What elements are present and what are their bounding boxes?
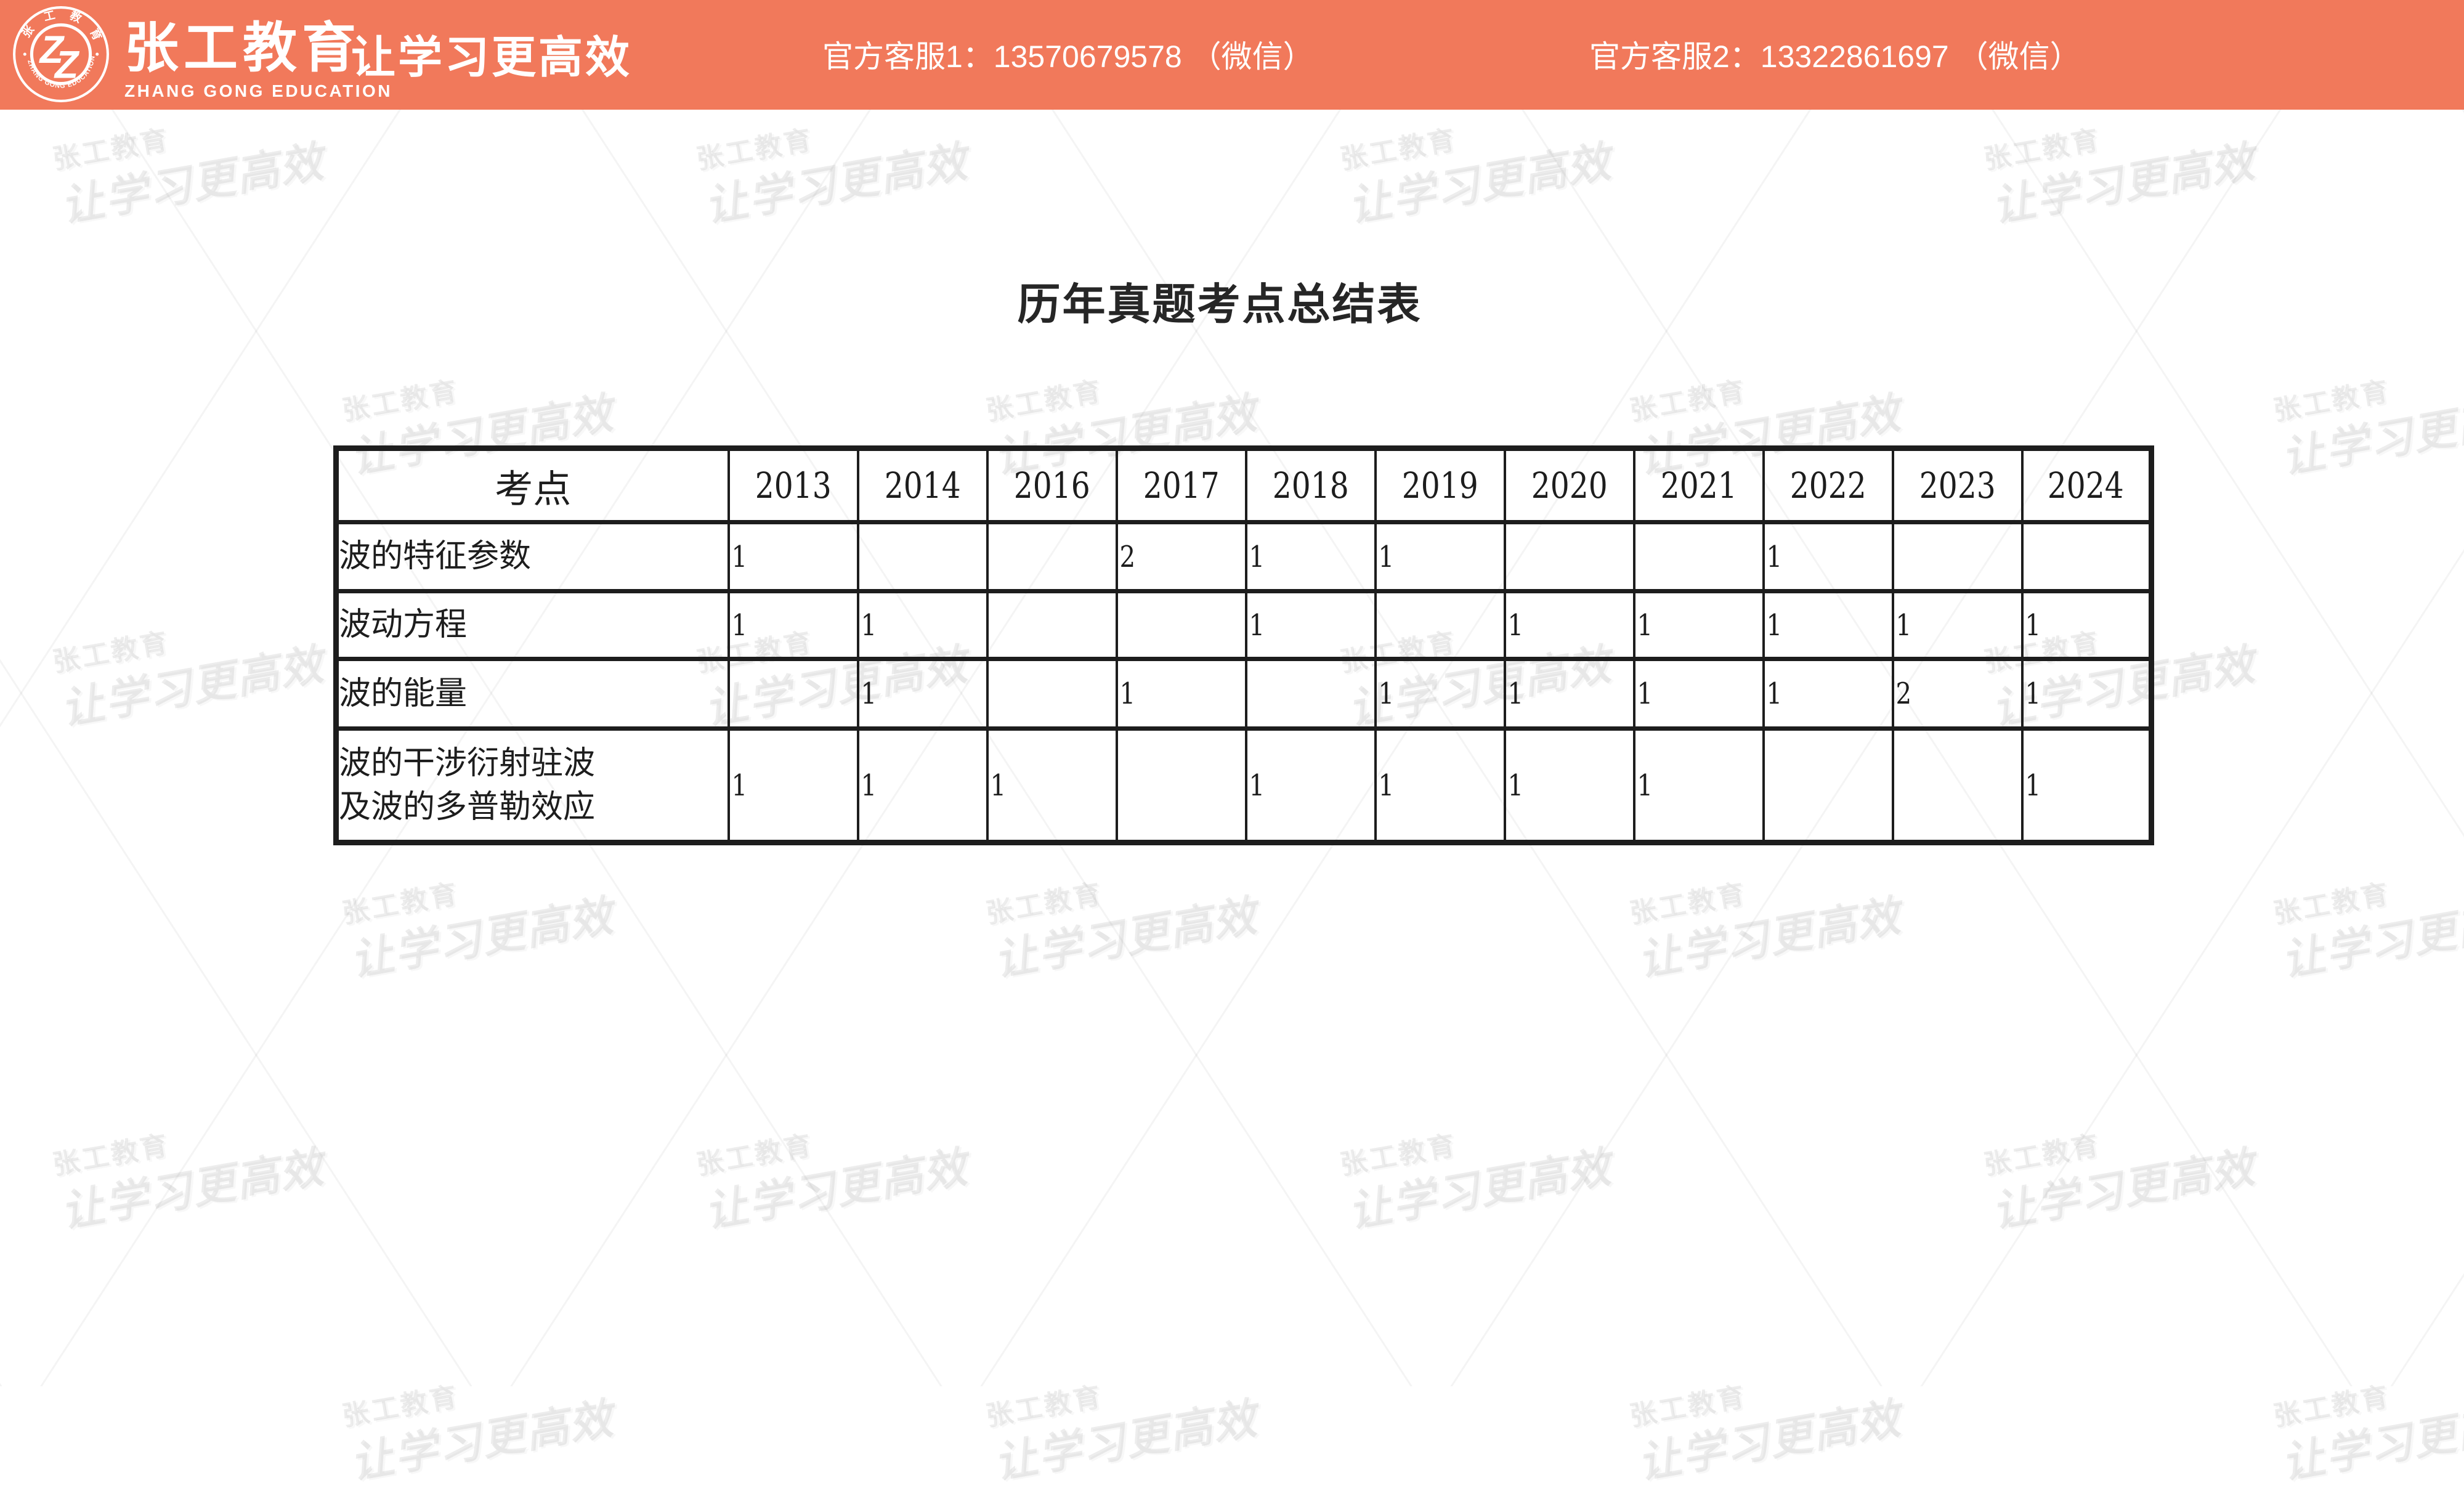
- topic-label-cell: 波的能量: [334, 657, 730, 731]
- header-bar: 张 工 教 育 ZHANG GONG EDUCATION Z Z 张工教育 ZH…: [0, 0, 2464, 110]
- count-cell: 1: [727, 589, 859, 661]
- brand-block: 张工教育 ZHANG GONG EDUCATION: [124, 21, 392, 101]
- watermark-text: 张工教育 让学习更高效: [1627, 879, 1905, 985]
- year-header-cell: 2022: [1762, 446, 1894, 524]
- year-header-cell: 2020: [1503, 446, 1635, 524]
- year-header-cell: 2024: [2020, 446, 2153, 524]
- count-cell: [1374, 589, 1506, 661]
- customer-service-2: 官方客服2：13322861697 （微信）: [1589, 39, 2081, 74]
- count-cell: 1: [1632, 657, 1765, 731]
- count-cell: [727, 657, 859, 731]
- count-cell: [1503, 520, 1635, 593]
- count-cell: [1244, 657, 1377, 731]
- svg-text:Z: Z: [39, 28, 65, 71]
- count-cell: 1: [1374, 657, 1506, 731]
- count-cell: [856, 520, 989, 593]
- year-header-cell: 2016: [986, 446, 1118, 524]
- count-cell: [1762, 726, 1894, 845]
- count-cell: 1: [2020, 726, 2153, 845]
- count-cell: 1: [856, 589, 989, 661]
- table-row: 波的能量 1 1 1 1 1 1 2 1: [334, 657, 2153, 731]
- watermark-text: 张工教育 让学习更高效: [1337, 1130, 1615, 1237]
- count-cell: 1: [2020, 657, 2153, 731]
- count-cell: [1632, 520, 1765, 593]
- count-cell: 1: [1244, 589, 1377, 661]
- watermark-text: 张工教育 让学习更高效: [1627, 1381, 1905, 1488]
- topic-label-cell: 波的特征参数: [334, 520, 730, 593]
- topic-label-cell: 波动方程: [334, 589, 730, 661]
- year-header-cell: 2023: [1891, 446, 2024, 524]
- table-body: 波的特征参数 1 2 1 1 1 波动方程 1 1 1 1 1 1 1 1 波的能量 1 1 1 1 1 1 2 1 波的干涉衍…: [334, 520, 2153, 845]
- count-cell: 1: [1244, 520, 1377, 593]
- count-cell: 1: [727, 520, 859, 593]
- count-cell: 1: [1374, 520, 1506, 593]
- table-header-row: 考点 2013 2014 2016 2017 2018 2019 2020 2021 2022 2…: [334, 446, 2153, 524]
- watermark-text: 张工教育 让学习更高效: [2271, 376, 2464, 482]
- count-cell: 1: [856, 726, 989, 845]
- brand-name: 张工教育: [124, 17, 362, 78]
- watermark-text: 张工教育 让学习更高效: [50, 1130, 328, 1237]
- count-cell: 1: [1762, 657, 1894, 731]
- count-cell: [1115, 726, 1247, 845]
- year-header-cell: 2019: [1374, 446, 1506, 524]
- svg-text:Z: Z: [54, 43, 80, 86]
- year-header-cell: 2014: [856, 446, 989, 524]
- watermark-text: 张工教育 让学习更高效: [983, 1381, 1261, 1488]
- watermark-text: 张工教育 让学习更高效: [2271, 879, 2464, 985]
- count-cell: 1: [1503, 657, 1635, 731]
- watermark-text: 张工教育 让学习更高效: [1337, 124, 1615, 231]
- count-cell: 1: [1503, 589, 1635, 661]
- table-row: 波的干涉衍射驻波 及波的多普勒效应 1 1 1 1 1 1 1 1: [334, 726, 2153, 845]
- watermark-text: 张工教育 让学习更高效: [50, 124, 328, 231]
- topic-label-cell: 波的干涉衍射驻波 及波的多普勒效应: [334, 726, 730, 845]
- watermark-text: 张工教育 让学习更高效: [1981, 124, 2259, 231]
- count-cell: 1: [1115, 657, 1247, 731]
- count-cell: 1: [2020, 589, 2153, 661]
- watermark-text: 张工教育 让学习更高效: [983, 879, 1261, 985]
- count-cell: 1: [1632, 589, 1765, 661]
- count-cell: [1115, 589, 1247, 661]
- count-cell: 1: [1244, 726, 1377, 845]
- count-cell: 1: [986, 726, 1118, 845]
- year-header-cell: 2021: [1632, 446, 1765, 524]
- brand-slogan: 让学习更高效: [351, 33, 633, 83]
- count-cell: 2: [1891, 657, 2024, 731]
- table-row: 波的特征参数 1 2 1 1 1: [334, 520, 2153, 593]
- summary-table: 考点 2013 2014 2016 2017 2018 2019 2020 2021 2022 2…: [333, 445, 2154, 845]
- count-cell: 1: [1632, 726, 1765, 845]
- count-cell: 1: [1762, 520, 1894, 593]
- page-title: 历年真题考点总结表: [1017, 280, 1422, 328]
- year-header-cell: 2017: [1115, 446, 1247, 524]
- year-header-cell: 2018: [1244, 446, 1377, 524]
- count-cell: [986, 589, 1118, 661]
- watermark-text: 张工教育 让学习更高效: [339, 879, 617, 985]
- watermark-text: 张工教育 让学习更高效: [1981, 1130, 2259, 1237]
- topic-header-cell: 考点: [334, 446, 730, 524]
- count-cell: 1: [1891, 589, 2024, 661]
- watermark-text: 张工教育 让学习更高效: [339, 1381, 617, 1488]
- watermark-text: 张工教育 让学习更高效: [50, 627, 328, 734]
- count-cell: 2: [1115, 520, 1247, 593]
- customer-service-1: 官方客服1：13570679578 （微信）: [822, 39, 1314, 74]
- watermark-text: 张工教育 让学习更高效: [694, 124, 971, 231]
- count-cell: [986, 657, 1118, 731]
- count-cell: 1: [727, 726, 859, 845]
- brand-logo-icon: 张 工 教 育 ZHANG GONG EDUCATION Z Z: [13, 6, 109, 102]
- count-cell: 1: [1503, 726, 1635, 845]
- watermark-text: 张工教育 让学习更高效: [694, 1130, 971, 1237]
- count-cell: [1891, 726, 2024, 845]
- count-cell: 1: [856, 657, 989, 731]
- count-cell: 1: [1374, 726, 1506, 845]
- count-cell: [986, 520, 1118, 593]
- watermark-text: 张工教育 让学习更高效: [2271, 1381, 2464, 1488]
- count-cell: 1: [1762, 589, 1894, 661]
- table-row: 波动方程 1 1 1 1 1 1 1 1: [334, 589, 2153, 661]
- year-header-cell: 2013: [727, 446, 859, 524]
- brand-name-en: ZHANG GONG EDUCATION: [124, 81, 393, 100]
- count-cell: [2020, 520, 2153, 593]
- count-cell: [1891, 520, 2024, 593]
